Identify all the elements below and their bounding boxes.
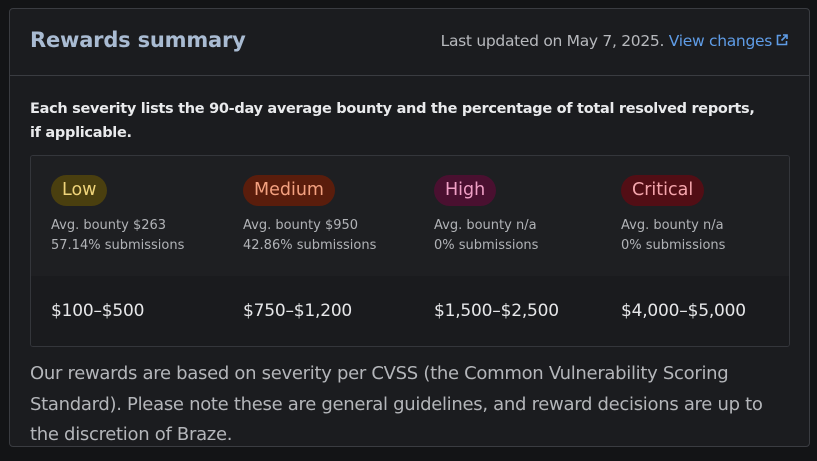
severity-badge: Low: [51, 175, 108, 206]
external-link-icon: [776, 34, 788, 46]
submissions-percent: 0% submissions: [434, 238, 539, 253]
avg-bounty: Avg. bounty $950: [243, 218, 359, 233]
bounty-range: $1,500–$2,500: [434, 301, 559, 321]
bounty-range: $4,000–$5,000: [621, 301, 746, 321]
rewards-summary-card: Rewards summary Last updated on May 7, 2…: [9, 8, 810, 447]
severity-badge: Critical: [621, 175, 705, 206]
view-changes-label: View changes: [668, 32, 773, 50]
card-title: Rewards summary: [30, 28, 246, 52]
severity-badge: Medium: [243, 175, 335, 206]
avg-bounty: Avg. bounty $263: [51, 218, 167, 233]
submissions-percent: 0% submissions: [621, 238, 726, 253]
submissions-percent: 42.86% submissions: [243, 238, 377, 253]
bounty-range: $100–$500: [51, 301, 145, 321]
intro-text: Each severity lists the 90-day average b…: [30, 101, 755, 141]
last-updated: Last updated on May 7, 2025. View change…: [441, 32, 789, 50]
severity-badge: High: [434, 175, 497, 206]
rewards-policy-text: Our rewards are based on severity per CV…: [30, 363, 763, 445]
bounty-range: $750–$1,200: [243, 301, 353, 321]
submissions-percent: 57.14% submissions: [51, 238, 185, 253]
severity-table: Low Avg. bounty $263 57.14% submissions …: [30, 155, 790, 347]
severity-stats-row: [31, 156, 789, 276]
card-header: Rewards summary Last updated on May 7, 2…: [10, 9, 809, 76]
view-changes-link[interactable]: View changes: [669, 32, 789, 50]
last-updated-text: Last updated on May 7, 2025.: [440, 32, 665, 50]
avg-bounty: Avg. bounty n/a: [621, 218, 724, 233]
bounty-range-row: [31, 276, 789, 346]
avg-bounty: Avg. bounty n/a: [434, 218, 537, 233]
